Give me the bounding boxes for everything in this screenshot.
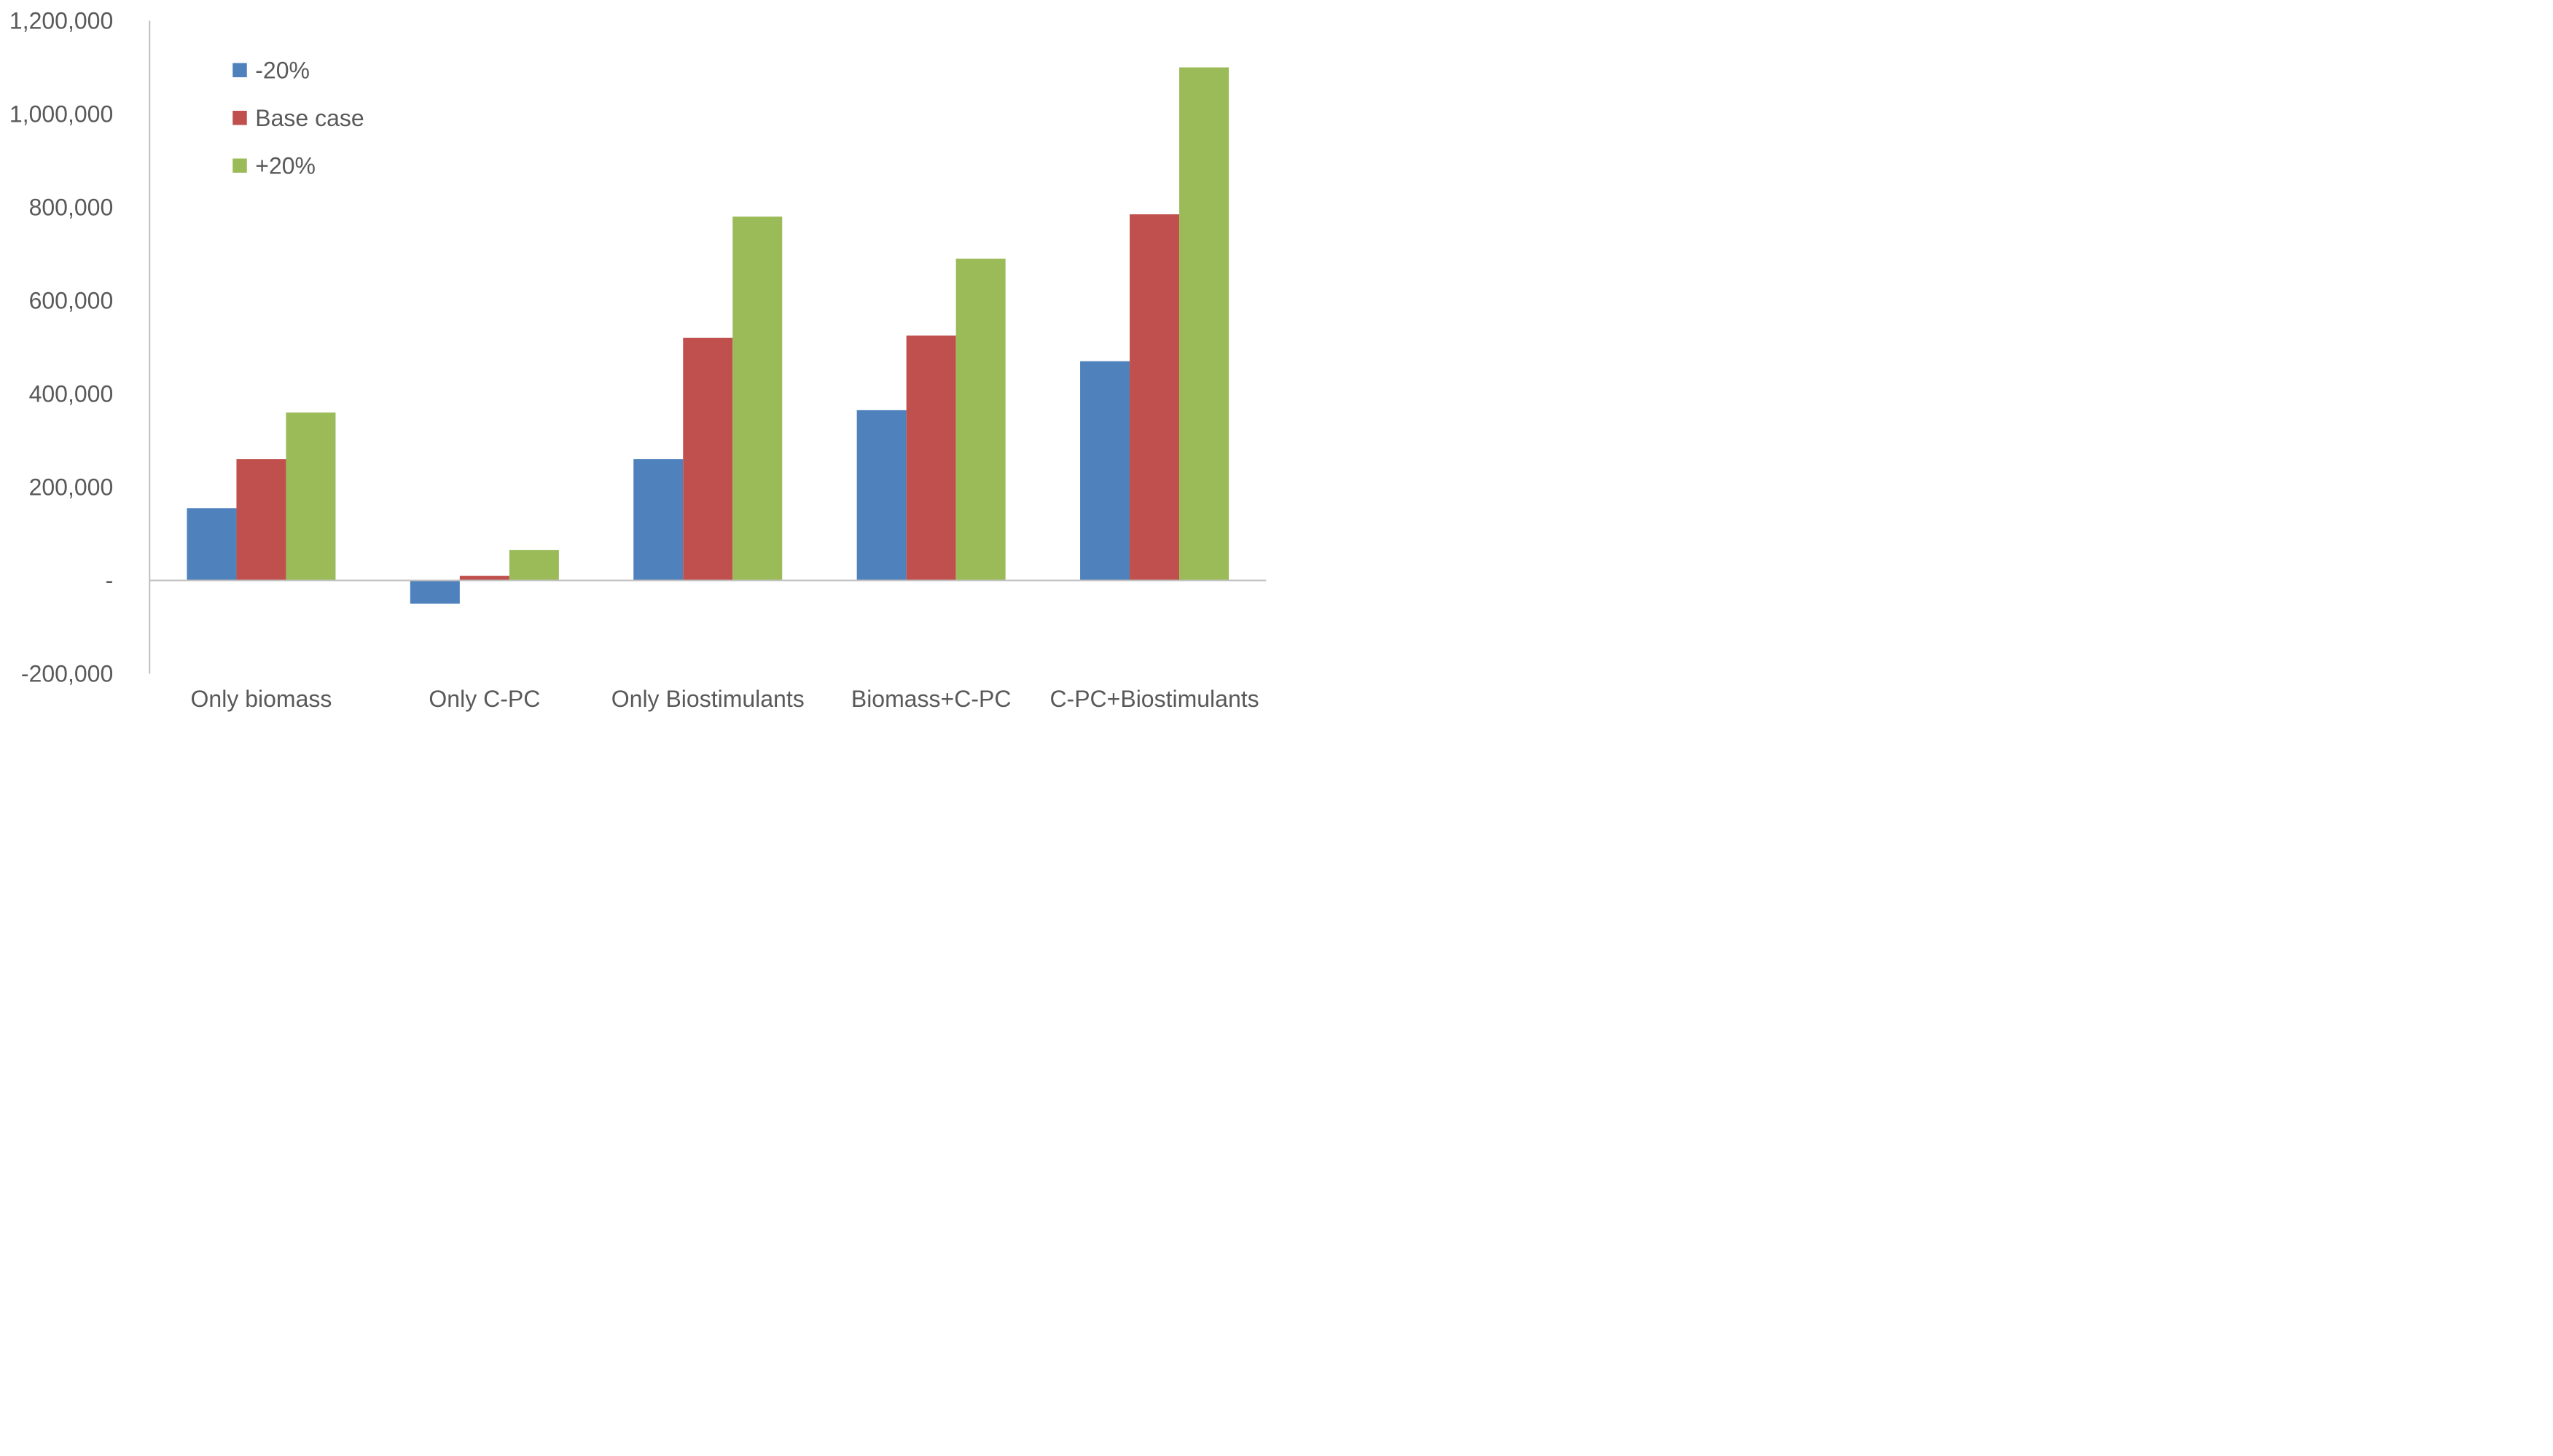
bar-chart-svg: -200,000-200,000400,000600,000800,0001,0… [9, 8, 1267, 712]
bar-only-biostimulants-series-0 [633, 459, 684, 581]
chart: -200,000-200,000 400,000 600,000 800,000 1,0… [0, 0, 1277, 728]
bar-c-pc-biostimulants-series-0 [1080, 361, 1130, 581]
bar-only-c-pc-series-2 [509, 549, 559, 581]
x-axis-category-label: Only Biostimulants [611, 686, 805, 712]
legend-swatch-1 [232, 111, 247, 125]
legend-label-0: -20% [255, 57, 310, 83]
y-axis-tick-label: 800,000 [29, 195, 114, 221]
x-axis-category-label: C-PC+Biostimulants [1049, 686, 1259, 712]
legend: -20% Base case +20% [232, 57, 364, 179]
bar-c-pc-biostimulants-series-2 [1179, 67, 1229, 581]
bar-biomass-c-pc-series-0 [856, 410, 907, 581]
x-axis-category-label: Only biomass [191, 686, 332, 712]
bar-only-biostimulants-series-2 [732, 216, 783, 581]
bar-only-c-pc-series-1 [459, 576, 509, 581]
y-axis-tick-label: 200,000 [29, 474, 114, 501]
y-axis-tick-label: 1,200,000 [9, 8, 113, 34]
y-axis-tick-label: 1,000,000 [9, 101, 113, 128]
x-axis-labels: Only biomass Only C-PC Only Biostimulants B… [191, 686, 1259, 712]
y-axis-tick-label: 400,000 [29, 381, 114, 407]
legend-label-1: Base case [255, 105, 364, 131]
bar-c-pc-biostimulants-series-1 [1130, 214, 1180, 581]
y-axis-tick-label: - [106, 568, 114, 594]
legend-label-2: +20% [255, 152, 316, 179]
bar-only-c-pc-series-0 [410, 580, 460, 604]
y-axis: -200,000-200,000400,000600,000800,0001,0… [9, 8, 151, 687]
bar-only-biomass-series-0 [187, 508, 237, 581]
y-axis-tick-label: 600,000 [29, 288, 114, 314]
legend-swatch-0 [232, 63, 247, 77]
bars [187, 67, 1229, 604]
bar-only-biomass-series-1 [236, 459, 286, 581]
x-axis-category-label: Only C-PC [429, 686, 540, 712]
bar-biomass-c-pc-series-2 [955, 258, 1006, 581]
x-axis-category-label: Biomass+C-PC [851, 686, 1012, 712]
bar-biomass-c-pc-series-1 [906, 335, 956, 581]
legend-swatch-2 [232, 158, 247, 173]
y-axis-tick-label: -200,000 [21, 661, 113, 687]
bar-only-biomass-series-2 [286, 412, 336, 581]
bar-only-biostimulants-series-1 [683, 337, 733, 581]
